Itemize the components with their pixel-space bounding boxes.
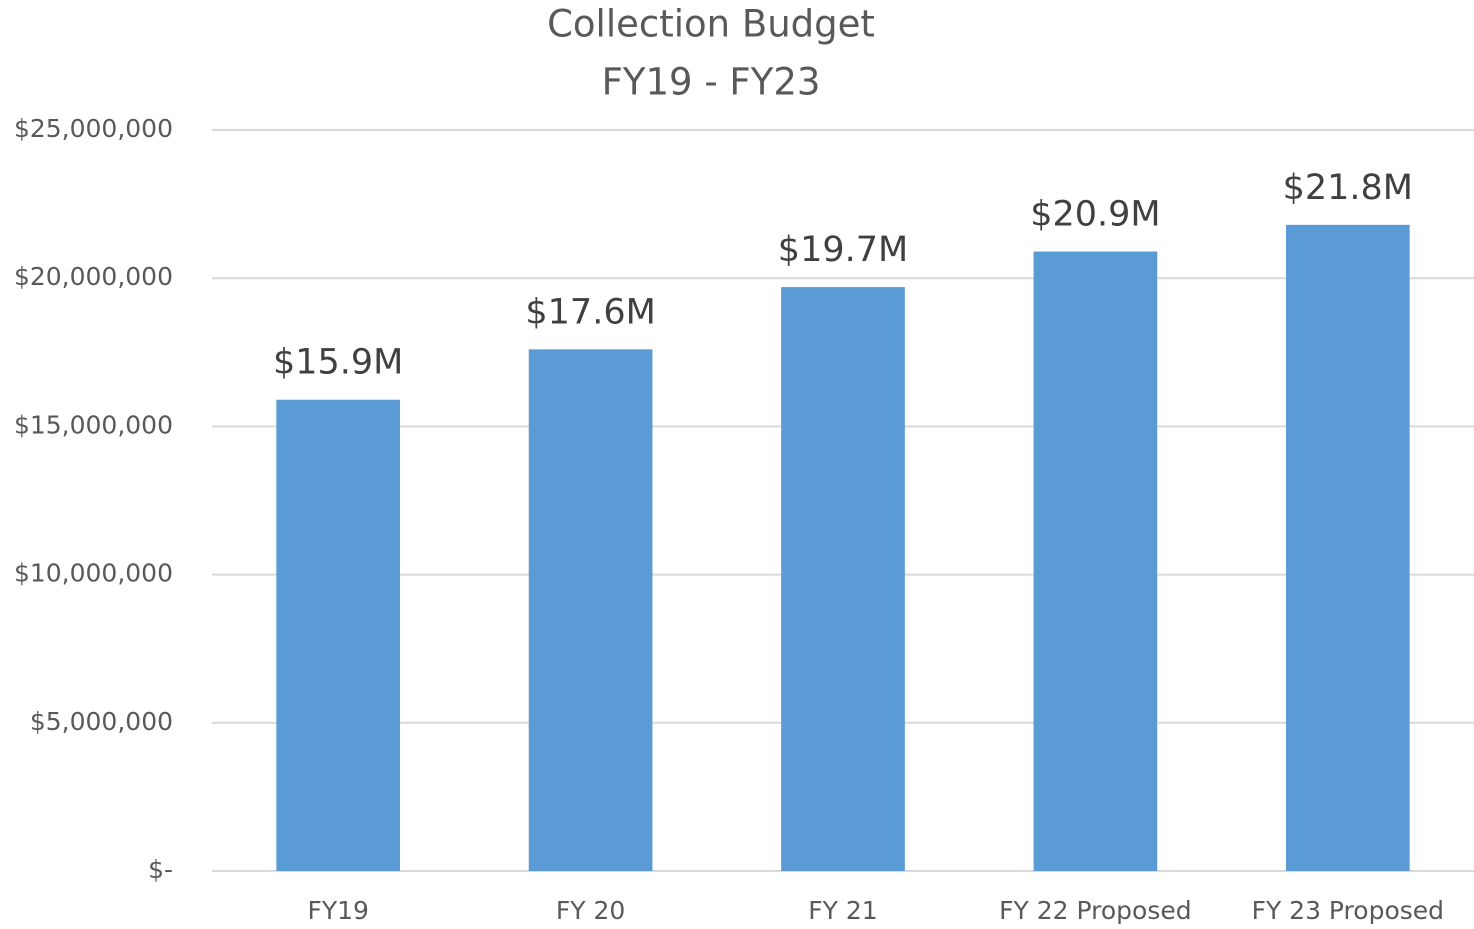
bar <box>528 349 653 871</box>
bar <box>781 287 905 871</box>
data-label: $15.9M <box>273 343 403 383</box>
data-label: $20.9M <box>1030 195 1160 235</box>
chart-subtitle: FY19 - FY23 <box>602 61 821 104</box>
data-label: $19.7M <box>778 230 908 270</box>
y-tick-label: $- <box>148 855 173 884</box>
x-tick-label: FY 22 Proposed <box>999 896 1191 925</box>
x-tick-label: FY 21 <box>808 896 877 925</box>
bar <box>1033 251 1158 872</box>
data-label: $21.8M <box>1283 168 1413 208</box>
bar <box>276 399 401 871</box>
y-tick-label: $20,000,000 <box>14 262 173 291</box>
x-tick-label: FY 23 Proposed <box>1252 896 1444 925</box>
y-tick-label: $15,000,000 <box>14 410 173 439</box>
chart-title: Collection Budget <box>547 3 875 46</box>
x-tick-label: FY 20 <box>556 896 625 925</box>
y-tick-label: $25,000,000 <box>14 114 173 143</box>
bar <box>1285 224 1410 871</box>
data-label: $17.6M <box>525 292 655 332</box>
y-tick-label: $10,000,000 <box>14 559 173 588</box>
x-tick-label: FY19 <box>307 896 368 925</box>
y-tick-label: $5,000,000 <box>30 707 173 736</box>
